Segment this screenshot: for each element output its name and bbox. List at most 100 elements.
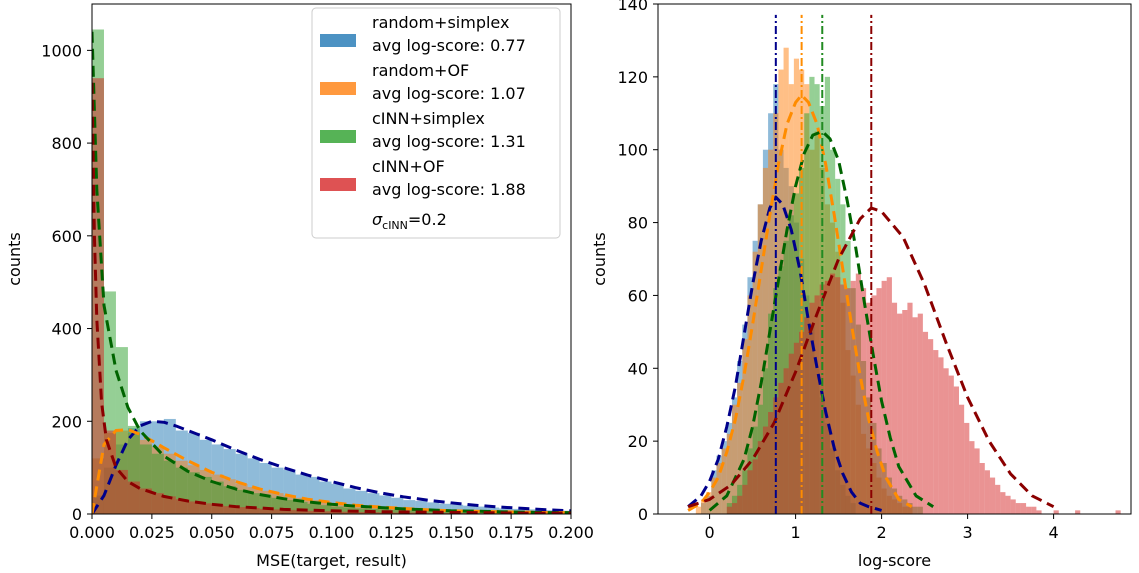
legend-label-random-of: random+OF xyxy=(372,61,469,80)
left-bar-cinn-simplex-8 xyxy=(187,472,200,514)
left-y-tick-label-4: 800 xyxy=(51,134,82,153)
right-chart-log-score-histogram: 0 1 2 3 4 0 20 40 60 80 100 120 140 log-score count… xyxy=(590,0,1132,570)
right-x-tick-label-1: 1 xyxy=(791,523,801,542)
left-x-tick-label-3: 0.075 xyxy=(249,523,295,542)
right-y-tick-label-3: 60 xyxy=(628,286,648,305)
right-bar-random-of-7 xyxy=(731,404,738,514)
legend-score-random-simplex: avg log-score: 0.77 xyxy=(372,36,526,55)
left-bar-random-simplex-26 xyxy=(403,500,416,514)
left-bar-random-simplex-17 xyxy=(295,474,308,514)
left-bar-random-simplex-21 xyxy=(343,488,356,514)
right-bar-cinn-of-23 xyxy=(845,288,851,514)
right-bar-cinn-of-54 xyxy=(1005,495,1011,514)
left-bar-cinn-of-4 xyxy=(139,488,152,514)
left-bar-cinn-of-13 xyxy=(247,507,260,514)
left-bar-cinn-simplex-11 xyxy=(223,486,236,514)
right-bar-cinn-of-2 xyxy=(737,495,743,514)
right-bar-cinn-of-56 xyxy=(1015,503,1021,514)
right-bar-cinn-of-32 xyxy=(891,302,898,514)
left-x-tick-label-5: 0.125 xyxy=(368,523,414,542)
left-bar-random-simplex-27 xyxy=(415,501,428,514)
left-y-axis-label: counts xyxy=(5,232,24,285)
left-bar-cinn-of-7 xyxy=(175,499,188,514)
right-bar-cinn-of-59 xyxy=(1031,506,1037,514)
right-bar-cinn-of-40 xyxy=(933,350,939,514)
left-bar-cinn-of-9 xyxy=(199,503,212,514)
left-bar-cinn-of-22 xyxy=(355,512,368,514)
right-bar-random-of-2 xyxy=(706,492,712,514)
right-y-tick-label-4: 80 xyxy=(628,214,648,233)
right-fit-curve-cinn-simplex xyxy=(708,130,935,512)
left-bar-random-simplex-19 xyxy=(319,481,332,514)
right-y-tick-label-6: 120 xyxy=(617,68,648,87)
right-bar-cinn-of-20 xyxy=(830,273,836,514)
right-bar-cinn-of-50 xyxy=(984,470,990,514)
right-bar-cinn-of-35 xyxy=(907,302,913,514)
left-x-tick-label-0: 0.000 xyxy=(69,523,115,542)
right-bar-cinn-of-61 xyxy=(1053,510,1059,514)
legend: random+simplex avg log-score: 0.77 rando… xyxy=(311,7,561,239)
right-bar-cinn-of-22 xyxy=(840,284,846,514)
right-bar-cinn-of-39 xyxy=(928,339,934,514)
right-bar-cinn-of-41 xyxy=(938,357,944,514)
legend-swatch-cinn-simplex xyxy=(320,130,356,143)
right-bar-cinn-of-49 xyxy=(979,463,985,514)
left-bar-cinn-of-8 xyxy=(187,501,200,514)
legend-score-cinn-of: avg log-score: 1.88 xyxy=(372,180,526,199)
right-bar-cinn-of-26 xyxy=(860,288,867,514)
legend-sigma-note: σcINN=0.2 xyxy=(372,210,447,232)
left-bar-cinn-of-20 xyxy=(331,511,344,514)
left-bar-cinn-simplex-29 xyxy=(439,511,452,514)
legend-score-random-of: avg log-score: 1.07 xyxy=(372,84,526,103)
right-y-tick-label-0: 0 xyxy=(638,505,648,524)
right-bar-cinn-of-38 xyxy=(922,331,929,514)
left-bar-random-simplex-20 xyxy=(331,483,344,514)
right-bar-cinn-of-13 xyxy=(793,342,800,514)
right-bar-cinn-of-52 xyxy=(995,484,1001,514)
right-bar-cinn-of-63 xyxy=(1115,510,1121,514)
right-bar-random-of-11 xyxy=(752,251,758,514)
right-fit-curve-random-simplex xyxy=(687,195,883,512)
left-fit-curve-cinn-of xyxy=(92,82,571,514)
right-bar-random-of-12 xyxy=(757,204,763,514)
left-bar-cinn-of-0 xyxy=(92,78,104,514)
left-bar-random-simplex-30 xyxy=(451,504,464,514)
right-bar-cinn-simplex-16 xyxy=(809,76,815,514)
left-bar-cinn-simplex-16 xyxy=(283,500,296,514)
right-bar-cinn-of-1 xyxy=(731,503,738,514)
left-bar-random-simplex-16 xyxy=(283,469,296,514)
right-y-tick-label-7: 140 xyxy=(617,0,648,14)
right-bar-cinn-of-8 xyxy=(768,412,774,514)
right-bar-cinn-of-30 xyxy=(881,280,887,514)
right-bar-random-of-6 xyxy=(726,433,732,514)
right-bar-cinn-of-44 xyxy=(953,386,959,514)
right-bar-cinn-of-33 xyxy=(897,313,903,514)
right-bar-cinn-of-51 xyxy=(989,477,996,514)
left-bar-cinn-simplex-15 xyxy=(271,497,284,514)
left-bar-cinn-simplex-6 xyxy=(163,460,176,514)
legend-sigma-subscript: cINN xyxy=(382,219,408,232)
left-x-tick-label-7: 0.175 xyxy=(488,523,534,542)
left-bar-random-simplex-14 xyxy=(259,463,272,514)
left-bar-cinn-of-16 xyxy=(283,509,296,514)
right-bar-cinn-of-47 xyxy=(969,441,975,514)
left-bar-cinn-simplex-1 xyxy=(103,291,116,514)
right-bar-random-of-3 xyxy=(711,477,717,514)
right-bar-cinn-of-58 xyxy=(1026,506,1032,514)
legend-swatch-random-simplex xyxy=(320,34,356,47)
right-bar-random-of-9 xyxy=(742,339,748,514)
right-histogram-bars xyxy=(695,47,1121,514)
left-bar-cinn-of-1 xyxy=(103,430,116,514)
left-bar-cinn-of-6 xyxy=(163,496,176,514)
right-x-tick-label-4: 4 xyxy=(1049,523,1059,542)
right-bar-cinn-of-0 xyxy=(726,506,732,514)
right-x-axis-label: log-score xyxy=(858,551,931,570)
right-x-axis-ticks: 0 1 2 3 4 xyxy=(705,514,1059,542)
right-bar-cinn-of-3 xyxy=(742,484,748,514)
right-fit-curve-random-of xyxy=(687,93,913,512)
left-bar-random-simplex-15 xyxy=(271,467,284,514)
left-y-tick-label-3: 600 xyxy=(51,227,82,246)
right-bar-cinn-of-28 xyxy=(871,295,877,514)
right-bar-cinn-of-17 xyxy=(814,295,820,514)
